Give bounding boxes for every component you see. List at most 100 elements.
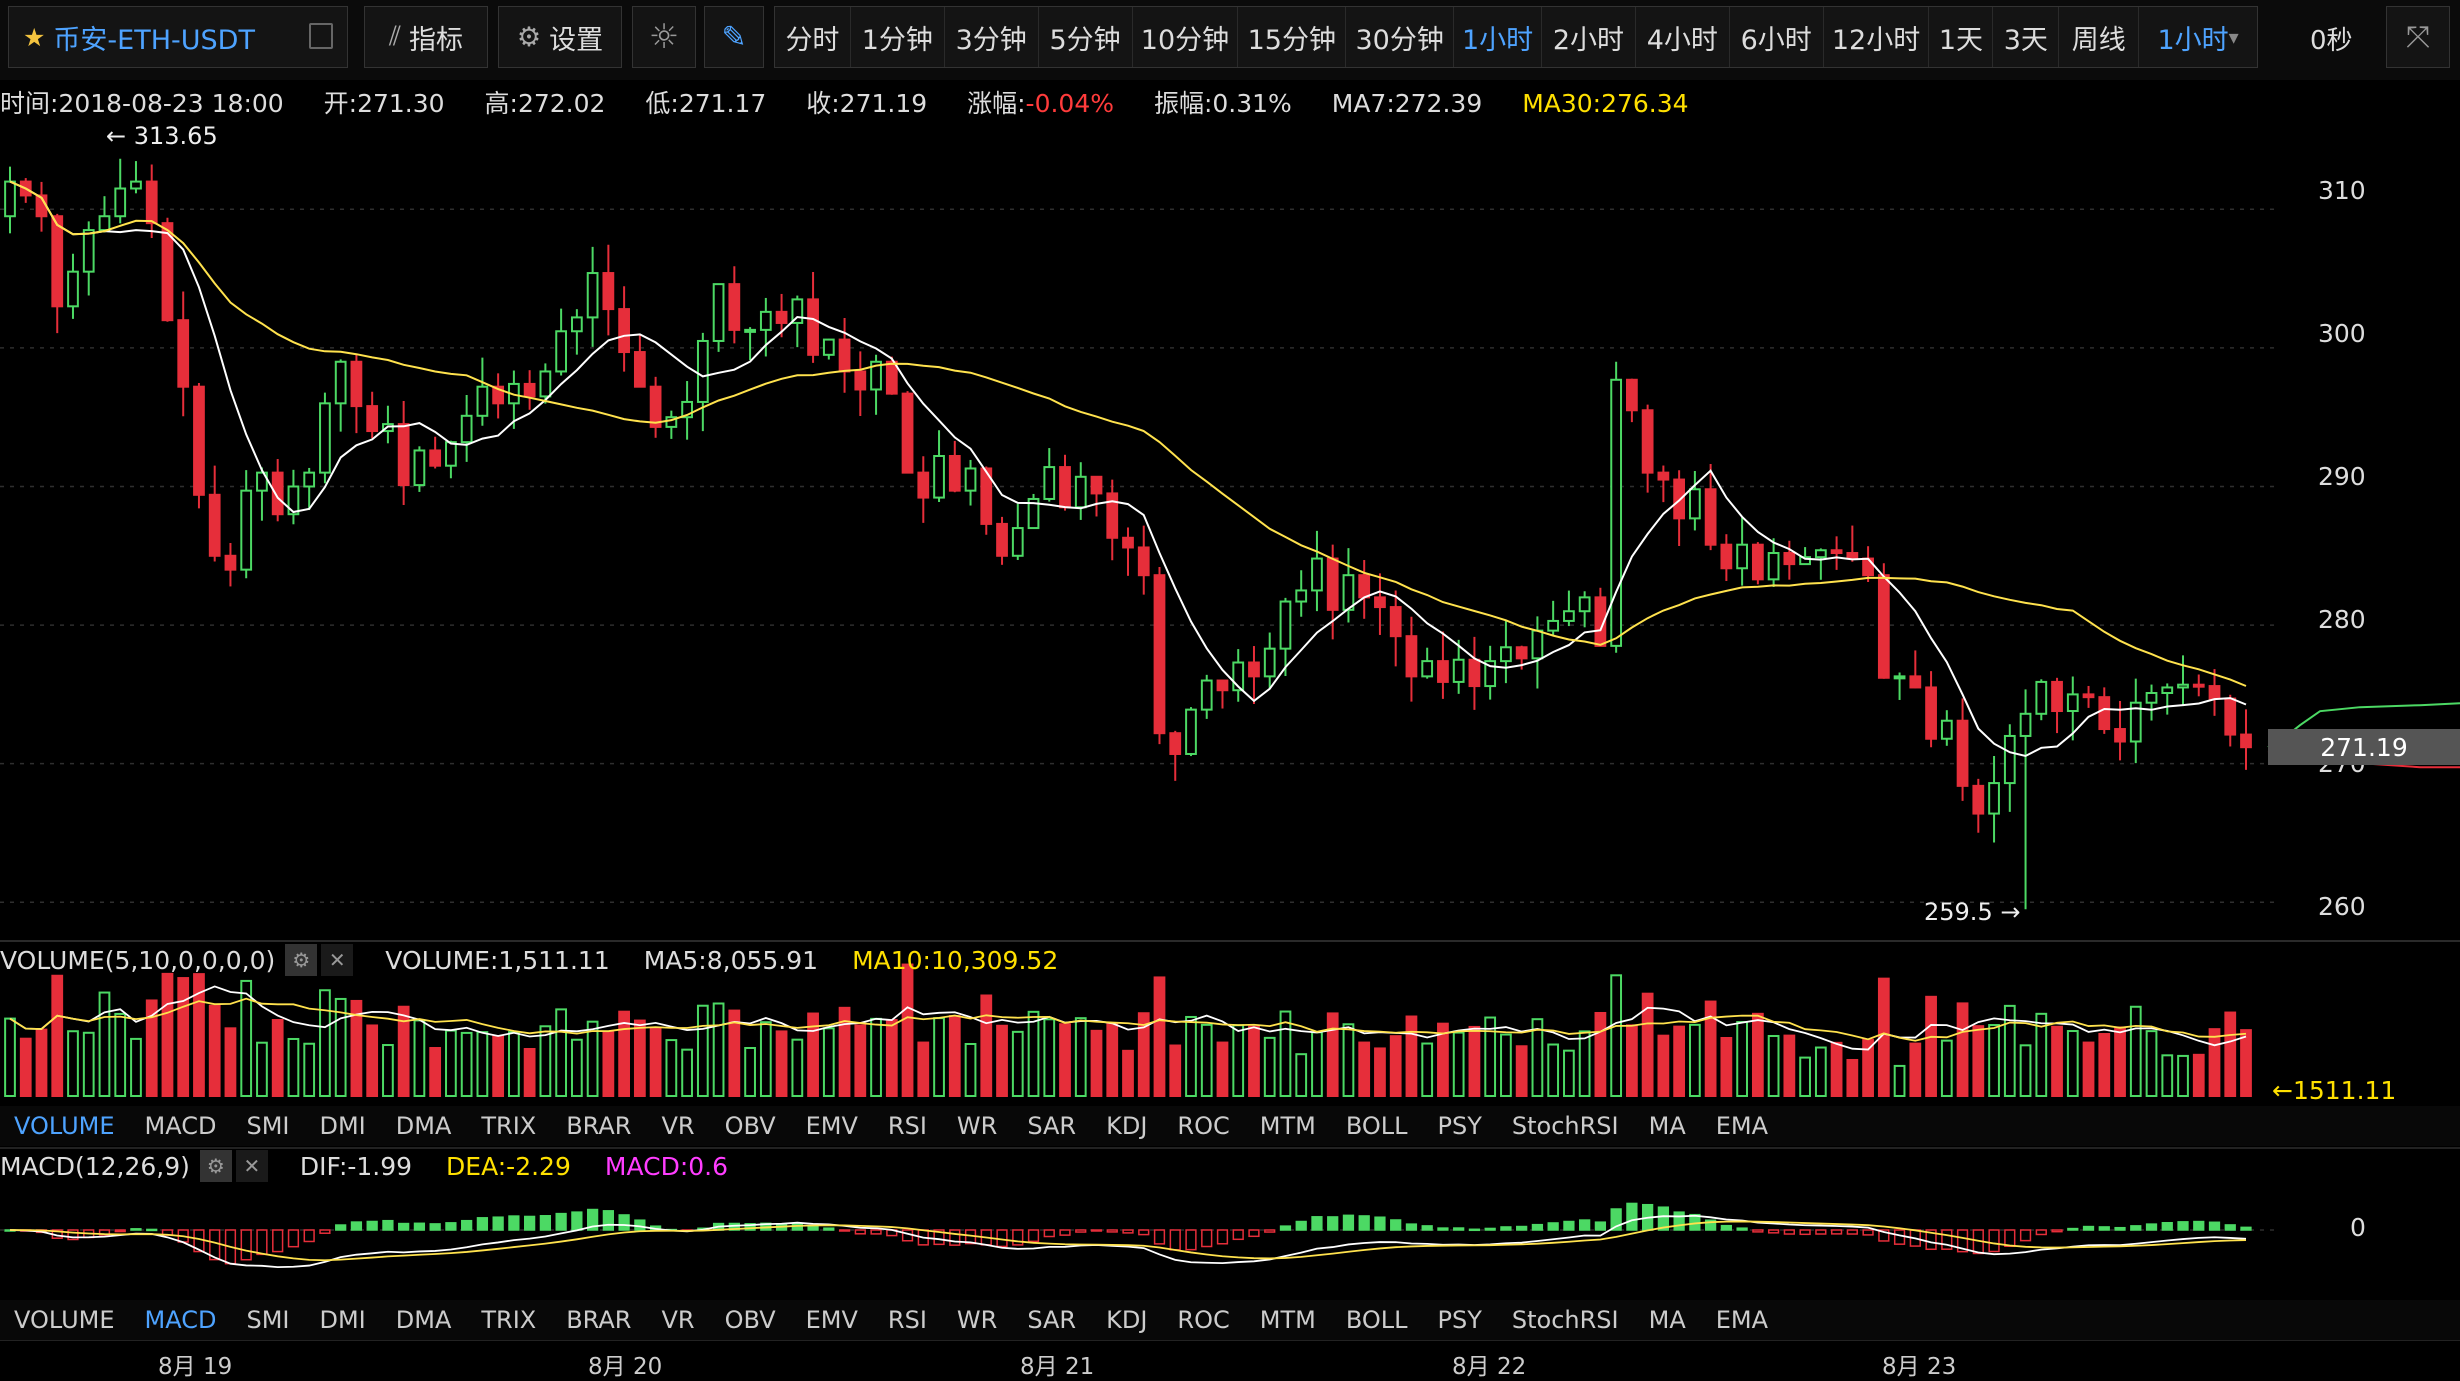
volume-bar	[759, 1021, 772, 1097]
indicator-tab[interactable]: VR	[661, 1112, 695, 1140]
indicator-tab[interactable]: VOLUME	[14, 1306, 115, 1334]
indicator-tab[interactable]: BOLL	[1345, 1112, 1408, 1140]
indicator-tab[interactable]: EMA	[1715, 1306, 1769, 1334]
indicator-tab[interactable]: SAR	[1027, 1306, 1077, 1334]
interval-tab[interactable]: 4小时	[1636, 7, 1730, 67]
candle-body	[555, 330, 568, 373]
candle-body	[460, 414, 473, 444]
volume-bar	[775, 1030, 788, 1097]
indicator-tab[interactable]: EMV	[805, 1306, 858, 1334]
candle-body	[1531, 629, 1544, 660]
symbol-selector[interactable]: ★ 币安-ETH-USDT	[8, 6, 348, 68]
interval-tab[interactable]: 15分钟	[1238, 7, 1347, 67]
indicators-button[interactable]: ⫽ 指标	[364, 6, 488, 68]
macd-histogram-bar	[1547, 1222, 1559, 1231]
indicator-tab[interactable]: BRAR	[566, 1306, 632, 1334]
volume-bar	[145, 999, 158, 1098]
indicator-tab[interactable]: BOLL	[1345, 1306, 1408, 1334]
candle-body	[1043, 466, 1056, 500]
candle-body	[681, 400, 693, 419]
candle-body	[1704, 488, 1717, 546]
indicator-tab[interactable]: StochRSI	[1511, 1306, 1619, 1334]
interval-tab[interactable]: 12小时	[1824, 7, 1930, 67]
indicator-tab[interactable]: VOLUME	[14, 1112, 115, 1140]
indicator-tab[interactable]: KDJ	[1106, 1306, 1148, 1334]
indicator-tab[interactable]: VR	[661, 1306, 695, 1334]
indicator-tab[interactable]: MACD	[144, 1112, 217, 1140]
indicator-tab[interactable]: KDJ	[1106, 1112, 1148, 1140]
indicator-tab[interactable]: DMI	[319, 1306, 366, 1334]
macd-histogram-bar	[2208, 1221, 2221, 1231]
interval-tab[interactable]: 分时	[775, 7, 851, 67]
macd-histogram-bar	[1563, 1220, 1575, 1231]
candle-body	[350, 360, 363, 408]
indicator-tab[interactable]: SAR	[1027, 1112, 1077, 1140]
indicator-tab[interactable]: ROC	[1177, 1306, 1230, 1334]
volume-bar	[508, 1031, 520, 1097]
volume-settings-icon[interactable]: ⚙	[285, 944, 318, 976]
indicator-tab[interactable]: MA	[1648, 1112, 1686, 1140]
interval-tab[interactable]: 30分钟	[1346, 7, 1455, 67]
fullscreen-button[interactable]: ⤧	[2386, 6, 2450, 68]
indicator-tab[interactable]: DMI	[319, 1112, 366, 1140]
interval-tab[interactable]: 3分钟	[945, 7, 1039, 67]
price-axis-label: 280	[2318, 605, 2366, 634]
indicator-tab[interactable]: MACD	[144, 1306, 217, 1334]
interval-tab[interactable]: 1天	[1929, 7, 1994, 67]
interval-tab[interactable]: 1小时	[1454, 7, 1542, 67]
interval-dropdown[interactable]: 1小时 ▾	[2139, 7, 2257, 67]
star-icon[interactable]: ★	[23, 22, 46, 52]
draw-tool-button[interactable]: ✎	[704, 6, 764, 68]
indicator-tab[interactable]: RSI	[887, 1306, 927, 1334]
candle-body	[287, 485, 300, 516]
volume-bar	[1232, 1024, 1245, 1097]
indicator-tab[interactable]: MA	[1648, 1306, 1686, 1334]
indicator-tab[interactable]: OBV	[724, 1112, 776, 1140]
indicator-tab[interactable]: DMA	[395, 1306, 452, 1334]
info-ma30: MA30:276.34	[1522, 89, 1689, 118]
candle-body	[523, 382, 536, 398]
macd-histogram-bar	[1043, 1229, 1055, 1238]
indicator-tab[interactable]: BRAR	[566, 1112, 632, 1140]
volume-bar	[1311, 1031, 1323, 1097]
indicator-tab[interactable]: StochRSI	[1511, 1112, 1619, 1140]
indicator-tab[interactable]: PSY	[1437, 1112, 1482, 1140]
candle-body	[1468, 658, 1481, 688]
macd-close-icon[interactable]: ✕	[235, 1150, 268, 1182]
macd-settings-icon[interactable]: ⚙	[199, 1150, 232, 1182]
indicator-tab[interactable]: EMA	[1715, 1112, 1769, 1140]
interval-tab[interactable]: 1分钟	[851, 7, 945, 67]
indicator-tab[interactable]: SMI	[246, 1306, 290, 1334]
candle-body	[445, 441, 457, 467]
candle-body	[1988, 782, 2000, 815]
indicator-tab[interactable]: DMA	[395, 1112, 452, 1140]
macd-histogram-bar	[1941, 1229, 1953, 1250]
indicator-tab[interactable]: OBV	[724, 1306, 776, 1334]
interval-tab[interactable]: 5分钟	[1039, 7, 1133, 67]
interval-tab[interactable]: 10分钟	[1133, 7, 1239, 67]
settings-button[interactable]: ⚙ 设置	[498, 6, 622, 68]
volume-close-icon[interactable]: ✕	[321, 944, 354, 976]
indicator-tab[interactable]: TRIX	[481, 1306, 537, 1334]
indicator-tab[interactable]: WR	[956, 1306, 998, 1334]
indicator-tab[interactable]: RSI	[887, 1112, 927, 1140]
volume-bar	[1106, 1022, 1119, 1097]
volume-bar	[1122, 1049, 1134, 1098]
indicator-tab[interactable]: MTM	[1259, 1112, 1316, 1140]
indicator-tab[interactable]: EMV	[805, 1112, 858, 1140]
interval-tab[interactable]: 2小时	[1542, 7, 1636, 67]
indicator-tab[interactable]: MTM	[1259, 1306, 1316, 1334]
indicator-tab[interactable]: SMI	[246, 1112, 290, 1140]
indicator-tab[interactable]: ROC	[1177, 1112, 1230, 1140]
interval-tab[interactable]: 周线	[2059, 7, 2140, 67]
indicator-tab[interactable]: TRIX	[481, 1112, 537, 1140]
indicator-tab[interactable]: WR	[956, 1112, 998, 1140]
theme-toggle-button[interactable]: ☼	[632, 6, 696, 68]
copy-icon[interactable]	[309, 23, 333, 49]
interval-tab[interactable]: 6小时	[1730, 7, 1824, 67]
volume-bar	[1783, 1034, 1796, 1098]
interval-tab[interactable]: 3天	[1993, 7, 2060, 67]
candle-body	[1956, 719, 1969, 787]
indicator-tab[interactable]: PSY	[1437, 1306, 1482, 1334]
